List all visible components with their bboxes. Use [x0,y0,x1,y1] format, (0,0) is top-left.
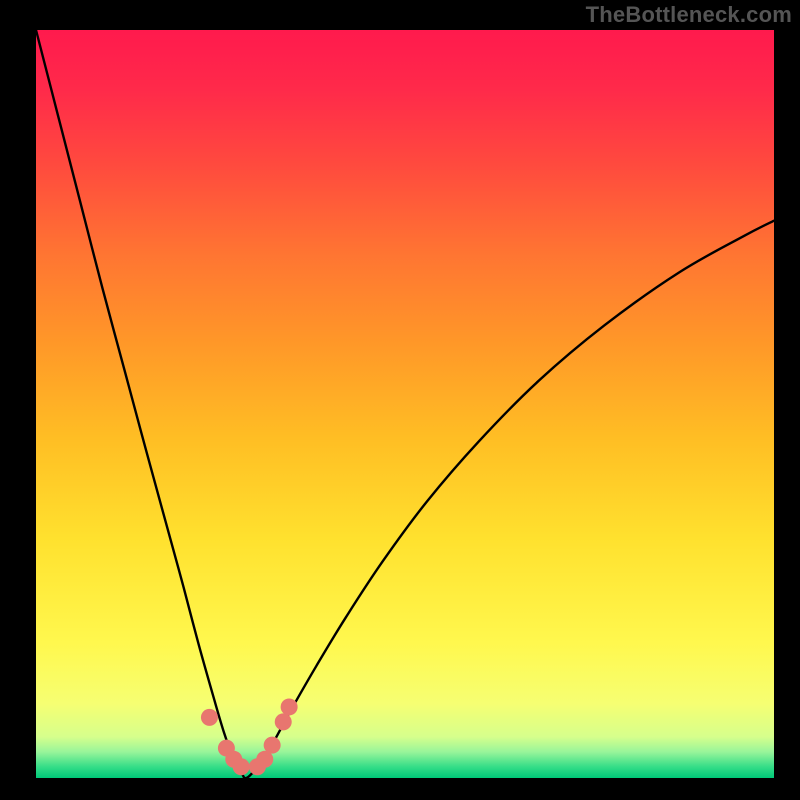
curve-marker [233,758,250,775]
curve-marker [201,709,218,726]
watermark-text: TheBottleneck.com [586,2,792,28]
gradient-background [36,30,774,778]
curve-marker [275,713,292,730]
curve-marker [281,698,298,715]
curve-marker [264,737,281,754]
chart-frame: TheBottleneck.com [0,0,800,800]
bottleneck-chart [0,0,800,800]
